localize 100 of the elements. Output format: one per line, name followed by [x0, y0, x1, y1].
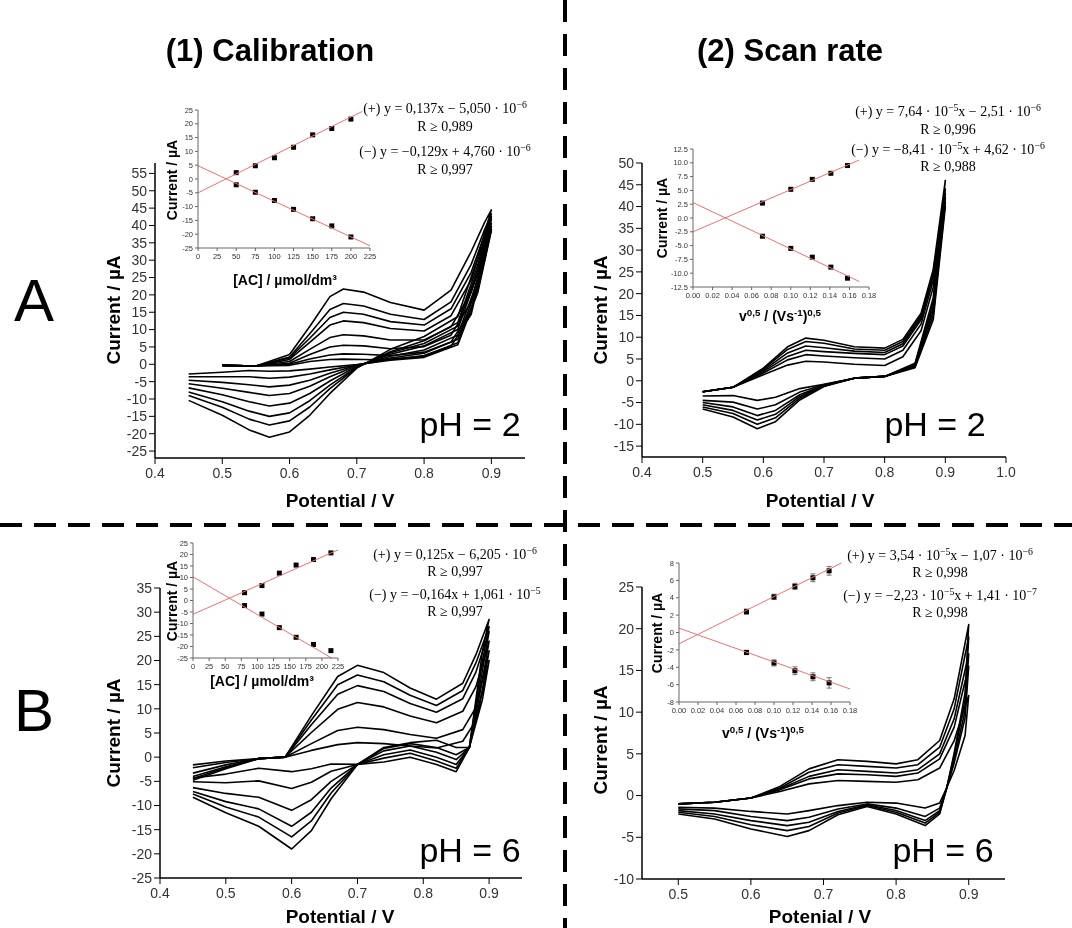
y-axis-title: Current / µA: [653, 177, 670, 259]
annotation: (−) y = −0,129x + 4,760 · 10$^{−6}$: [359, 141, 531, 160]
y-tick-label: -5: [621, 394, 635, 411]
y-tick-label: -15: [131, 821, 153, 838]
y-tick-label: -20: [126, 425, 148, 442]
x-tick-label: 0.5: [668, 886, 689, 902]
text: R ≥ 0,989: [417, 118, 473, 134]
y-tick-label: -5: [139, 773, 153, 790]
x-tick-label: 0.9: [935, 464, 956, 480]
text: B: [13, 677, 55, 744]
y-tick-label: 30: [618, 242, 635, 259]
y-tick-label: -10: [613, 870, 635, 887]
y-axis-title: Current / µA: [589, 255, 611, 365]
y-tick-label: 25: [136, 628, 153, 645]
x-tick-label: 0.7: [347, 885, 368, 901]
y-tick-label: 30: [136, 604, 153, 621]
y-tick-label: 0: [139, 356, 148, 373]
x-tick-label: 0.5: [692, 464, 713, 480]
text: (+) y = 0,125x − 6,205 · 10$^{−6}$: [373, 544, 537, 563]
x-tick-label: 0.4: [150, 885, 170, 901]
y-tick-label: -5: [134, 373, 148, 390]
y-tick-label: 15: [136, 676, 153, 693]
x-tick-label: 0.6: [279, 465, 300, 481]
x-tick-label: 0.6: [281, 885, 302, 901]
x-axis-title: Potenial / V: [768, 905, 872, 927]
y-tick-label: 25: [131, 269, 148, 286]
y-tick-label: 15: [618, 662, 635, 679]
annotation: R ≥ 0,997: [417, 161, 473, 177]
y-tick-label: 0: [626, 787, 635, 804]
y-tick-label: 25: [618, 263, 635, 280]
y-tick-label: 10: [618, 329, 635, 346]
x-tick-label: 0.8: [413, 885, 434, 901]
y-tick-label: 15: [131, 304, 148, 321]
x-tick-label: 0.5: [216, 885, 236, 901]
chart-title: (2) Scan rate: [696, 32, 884, 68]
annotation: pH = 2: [884, 404, 986, 443]
text: R ≥ 0,996: [920, 121, 976, 137]
x-tick-label: 0.7: [347, 465, 367, 481]
y-tick-label: 10: [618, 704, 635, 721]
x-axis-title: Potential / V: [765, 489, 875, 511]
annotation: (−) y = −2,23 · 10$^{−5}$x + 1,41 · 10$^{−7}$: [843, 585, 1037, 604]
y-tick-label: -25: [126, 442, 148, 459]
text: (+) y = 3,54 · 10$^{−5}$x − 1,07 · 10$^{−6}$: [847, 545, 1033, 564]
x-tick-label: 0.5: [212, 465, 233, 481]
x-tick-label: 0.4: [632, 464, 652, 480]
annotation: (−) y = −8,41 · 10$^{−5}$x + 4,62 · 10$^{−6}$: [851, 139, 1045, 158]
y-tick-label: 0: [144, 749, 153, 766]
y-tick-label: 15: [618, 307, 635, 324]
y-tick-label: 40: [618, 198, 635, 215]
x-tick-label: 1.0: [996, 464, 1016, 480]
y-axis-title: Current / µA: [163, 139, 180, 221]
annotation: (−) y = −0,164x + 1,061 · 10$^{−5}$: [369, 584, 541, 603]
y-tick-label: -25: [131, 869, 153, 886]
y-tick-label: -5: [621, 829, 635, 846]
y-tick-label: 35: [136, 579, 153, 596]
annotation: pH = 6: [892, 830, 994, 869]
y-tick-label: 5: [139, 338, 148, 355]
x-axis-title: [AC] / µmol/dm³: [233, 271, 338, 288]
y-tick-label: 35: [131, 234, 148, 251]
x-axis-title: Potential / V: [285, 905, 395, 927]
y-axis-title: Current / µA: [102, 255, 124, 365]
y-tick-label: 10: [136, 700, 153, 717]
x-axis-title: [AC] / µmol/dm³: [210, 672, 315, 689]
x-tick-label: 0.6: [741, 886, 761, 902]
y-tick-label: 30: [131, 252, 148, 269]
x-tick-label: 0.9: [481, 465, 502, 481]
y-tick-label: 35: [618, 220, 635, 237]
x-tick-label: 0.4: [145, 465, 165, 481]
y-tick-label: 50: [618, 154, 635, 171]
y-tick-label: 10: [131, 321, 148, 338]
y-tick-label: -10: [613, 416, 635, 433]
y-tick-label: 50: [131, 182, 148, 199]
annotation: R ≥ 0,988: [920, 158, 976, 174]
x-tick-label: 0.7: [813, 886, 834, 902]
text: R ≥ 0,998: [912, 564, 968, 580]
x-tick-label: 0.8: [414, 465, 435, 481]
y-tick-label: 20: [618, 285, 635, 302]
text: A: [13, 267, 55, 334]
x-tick-label: 0.9: [958, 886, 979, 902]
text: R ≥ 0,997: [427, 563, 483, 579]
y-tick-label: 5: [144, 724, 153, 741]
text: (+) y = 7,64 · 10$^{−5}$x − 2,51 · 10$^{−6}$: [855, 101, 1041, 120]
annotation: pH = 2: [419, 404, 521, 443]
y-axis-title: Current / µA: [589, 685, 611, 795]
y-tick-label: 45: [131, 200, 148, 217]
y-tick-label: -20: [131, 845, 153, 862]
x-axis-title: v$^{0,5}$ / (Vs$^{-1}$)$^{0,5}$: [739, 306, 822, 324]
y-tick-label: -10: [126, 390, 148, 407]
x-tick-label: 0.8: [874, 464, 895, 480]
y-tick-label: 20: [136, 652, 153, 669]
chart-title: (1) Calibration: [165, 32, 375, 68]
y-tick-label: -10: [131, 797, 153, 814]
annotation: R ≥ 0,998: [912, 604, 968, 620]
y-tick-label: 20: [131, 286, 148, 303]
y-tick-label: 20: [618, 620, 635, 637]
y-tick-label: -15: [613, 438, 635, 455]
y-tick-label: 5: [626, 350, 635, 367]
x-tick-label: 0.9: [479, 885, 500, 901]
y-axis-title: Current / µA: [102, 678, 124, 788]
x-tick-label: 0.8: [886, 886, 907, 902]
